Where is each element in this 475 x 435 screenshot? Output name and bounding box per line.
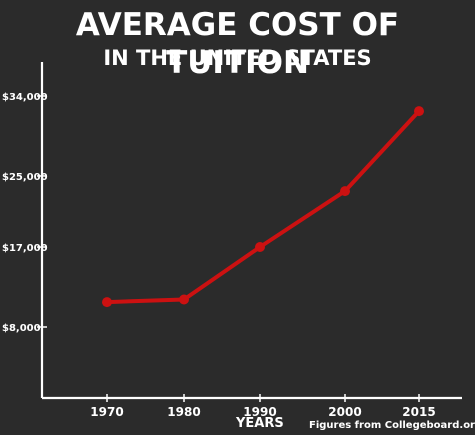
x-axis-label: YEARS [236, 416, 284, 431]
x-tick-label: 1990 [243, 405, 276, 419]
y-tick-label: $17,000 [2, 243, 48, 254]
chart-title: AVERAGE COST OF TUITION [75, 7, 400, 81]
data-point-1970 [102, 297, 112, 308]
y-tick-label: $8,000 [2, 323, 41, 334]
y-tick-label: $25,000 [2, 172, 48, 183]
chart-subtitle: IN THE UNITED STATES [103, 46, 372, 70]
series-line [105, 109, 421, 305]
x-tick-label: 2000 [328, 405, 361, 419]
x-tick-label: 2015 [402, 405, 435, 419]
x-tick-label: 1970 [90, 405, 123, 419]
y-tick-label: $34,000 [2, 92, 48, 103]
x-tick-label: 1980 [167, 405, 200, 419]
data-point-1990 [255, 242, 265, 252]
data-point-2000 [340, 186, 350, 197]
source-note: Figures from Collegeboard.org [309, 420, 475, 431]
data-point-2015 [414, 106, 424, 117]
data-point-1980 [179, 294, 189, 305]
